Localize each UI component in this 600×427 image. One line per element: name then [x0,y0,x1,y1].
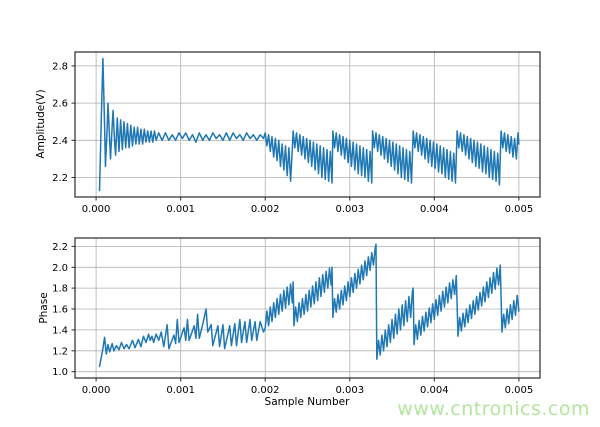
phase-axes-border [74,237,541,379]
phase-line [98,243,520,368]
x-tick-label: 0.001 [166,385,195,396]
y-tick-label: 2.6 [52,99,68,110]
x-tick-label: 0.000 [82,385,111,396]
x-tick-label: 0.002 [251,204,280,215]
x-tick-label: 0.005 [505,204,534,215]
y-tick-label: 1.8 [52,284,68,295]
x-tick-label: 0.005 [505,385,534,396]
y-tick-label: 2.4 [52,136,68,147]
amplitude-y-axis-label: Amplitude(V) [35,89,47,159]
amplitude-axes-border [74,51,541,198]
amplitude-line [98,57,520,192]
x-axis-label: Sample Number [264,396,350,408]
y-tick-label: 2.2 [52,242,68,253]
x-tick-label: 0.004 [420,385,449,396]
x-tick-label: 0.000 [82,204,111,215]
phase-subplot: 0.000 0.001 0.002 0.003 0.004 0.005 1.0 1.2 1.4 1… [52,237,541,396]
x-tick-label: 0.004 [420,204,449,215]
y-tick-label: 2.0 [52,263,68,274]
y-tick-label: 1.6 [52,305,68,316]
watermark-text: www.cntronics.com [397,398,590,420]
y-tick-label: 1.0 [52,367,68,378]
x-tick-label: 0.001 [166,204,195,215]
y-tick-label: 2.2 [52,173,68,184]
phase-y-axis-label: Phase [38,292,50,324]
y-tick-label: 1.4 [52,325,68,336]
y-tick-label: 1.2 [52,346,68,357]
x-tick-label: 0.002 [251,385,280,396]
x-tick-label: 0.003 [335,385,364,396]
amplitude-subplot: 0.000 0.001 0.002 0.003 0.004 0.005 2.2 2.4 2.6 2… [52,51,541,215]
x-tick-label: 0.003 [335,204,364,215]
y-tick-label: 2.8 [52,61,68,72]
